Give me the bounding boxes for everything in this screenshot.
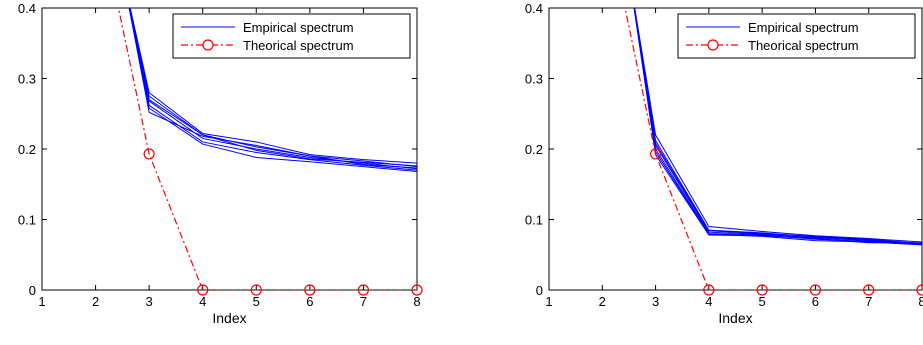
empirical-spectrum-line [129, 8, 417, 167]
y-tick-label: 0 [29, 283, 36, 298]
empirical-spectrum-line [128, 8, 417, 173]
empirical-spectrum-line [633, 8, 922, 245]
x-tick-label: 3 [146, 294, 153, 309]
data-layer [117, 8, 417, 290]
x-tick-label: 4 [199, 294, 206, 309]
legend: Empirical spectrum Theorical spectrum [677, 13, 916, 59]
theoretical-spectrum-marker [250, 284, 262, 296]
theoretical-spectrum-marker [703, 284, 715, 296]
x-tick-label: 3 [652, 294, 659, 309]
x-tick-label: 7 [865, 294, 872, 309]
y-tick-label: 0.3 [525, 72, 543, 87]
theoretical-spectrum-line [117, 8, 417, 290]
theoretical-spectrum-line [624, 8, 922, 290]
x-tick-label: 8 [413, 294, 420, 309]
y-tick-label: 0.3 [18, 72, 36, 87]
x-tick-label: 4 [705, 294, 712, 309]
legend-box [677, 13, 916, 59]
y-tick-label: 0.1 [525, 213, 543, 228]
empirical-spectrum-line [633, 8, 922, 244]
legend: Empirical spectrum Theorical spectrum [172, 13, 411, 59]
legend-theoretical-marker [202, 39, 214, 51]
legend-box [172, 13, 411, 59]
left-plot: 1 2 3 4 5 6 7 8 0 0.1 0.2 0.3 0.4 Index Empirical spec… [18, 1, 423, 326]
empirical-spectrum-line [634, 8, 922, 243]
y-tick-label: 0 [536, 283, 543, 298]
theoretical-spectrum-marker [756, 284, 768, 296]
theoretical-spectrum-marker [357, 284, 370, 296]
empirical-spectrum-line [128, 8, 417, 169]
legend-theoretical-label: Theorical spectrum [243, 38, 354, 53]
y-tick-label: 0.2 [525, 142, 543, 157]
legend-empirical-label: Empirical spectrum [243, 20, 354, 35]
legend-theoretical-marker [707, 39, 719, 51]
x-tick-label: 1 [38, 294, 45, 309]
theoretical-spectrum-marker [143, 148, 155, 160]
x-tick-label: 6 [306, 294, 313, 309]
empirical-spectrum-line [633, 8, 922, 244]
y-tick-label: 0.4 [18, 1, 36, 16]
theoretical-spectrum-marker [863, 284, 875, 296]
theoretical-spectrum-marker [916, 284, 923, 296]
empirical-spectrum-line [129, 8, 417, 164]
x-tick-label: 2 [92, 294, 99, 309]
empirical-spectrum-line [128, 8, 417, 171]
x-tick-label: 1 [545, 294, 552, 309]
right-plot: 1 2 3 4 5 6 7 8 0 0.1 0.2 0.3 0.4 Index Empirical spec… [525, 1, 923, 326]
theoretical-spectrum-marker [411, 284, 423, 296]
x-tick-label: 5 [253, 294, 260, 309]
x-axis-label: Index [212, 310, 246, 326]
y-tick-label: 0.1 [18, 213, 36, 228]
legend-theoretical-label: Theorical spectrum [748, 38, 859, 53]
y-tick-label: 0.2 [18, 142, 36, 157]
x-tick-label: 7 [360, 294, 367, 309]
legend-empirical-label: Empirical spectrum [748, 20, 859, 35]
empirical-spectrum-line [633, 8, 922, 244]
x-tick-label: 5 [759, 294, 766, 309]
data-layer [624, 8, 922, 290]
theoretical-spectrum-marker [304, 284, 316, 296]
x-tick-label: 6 [812, 294, 819, 309]
theoretical-spectrum-marker [197, 284, 209, 296]
theoretical-spectrum-marker [809, 284, 822, 296]
x-tick-label: 8 [918, 294, 923, 309]
theoretical-spectrum-marker [649, 148, 662, 160]
y-tick-label: 0.4 [525, 1, 543, 16]
x-tick-label: 2 [599, 294, 606, 309]
empirical-spectrum-line [634, 8, 922, 244]
x-axis-label: Index [718, 310, 752, 326]
